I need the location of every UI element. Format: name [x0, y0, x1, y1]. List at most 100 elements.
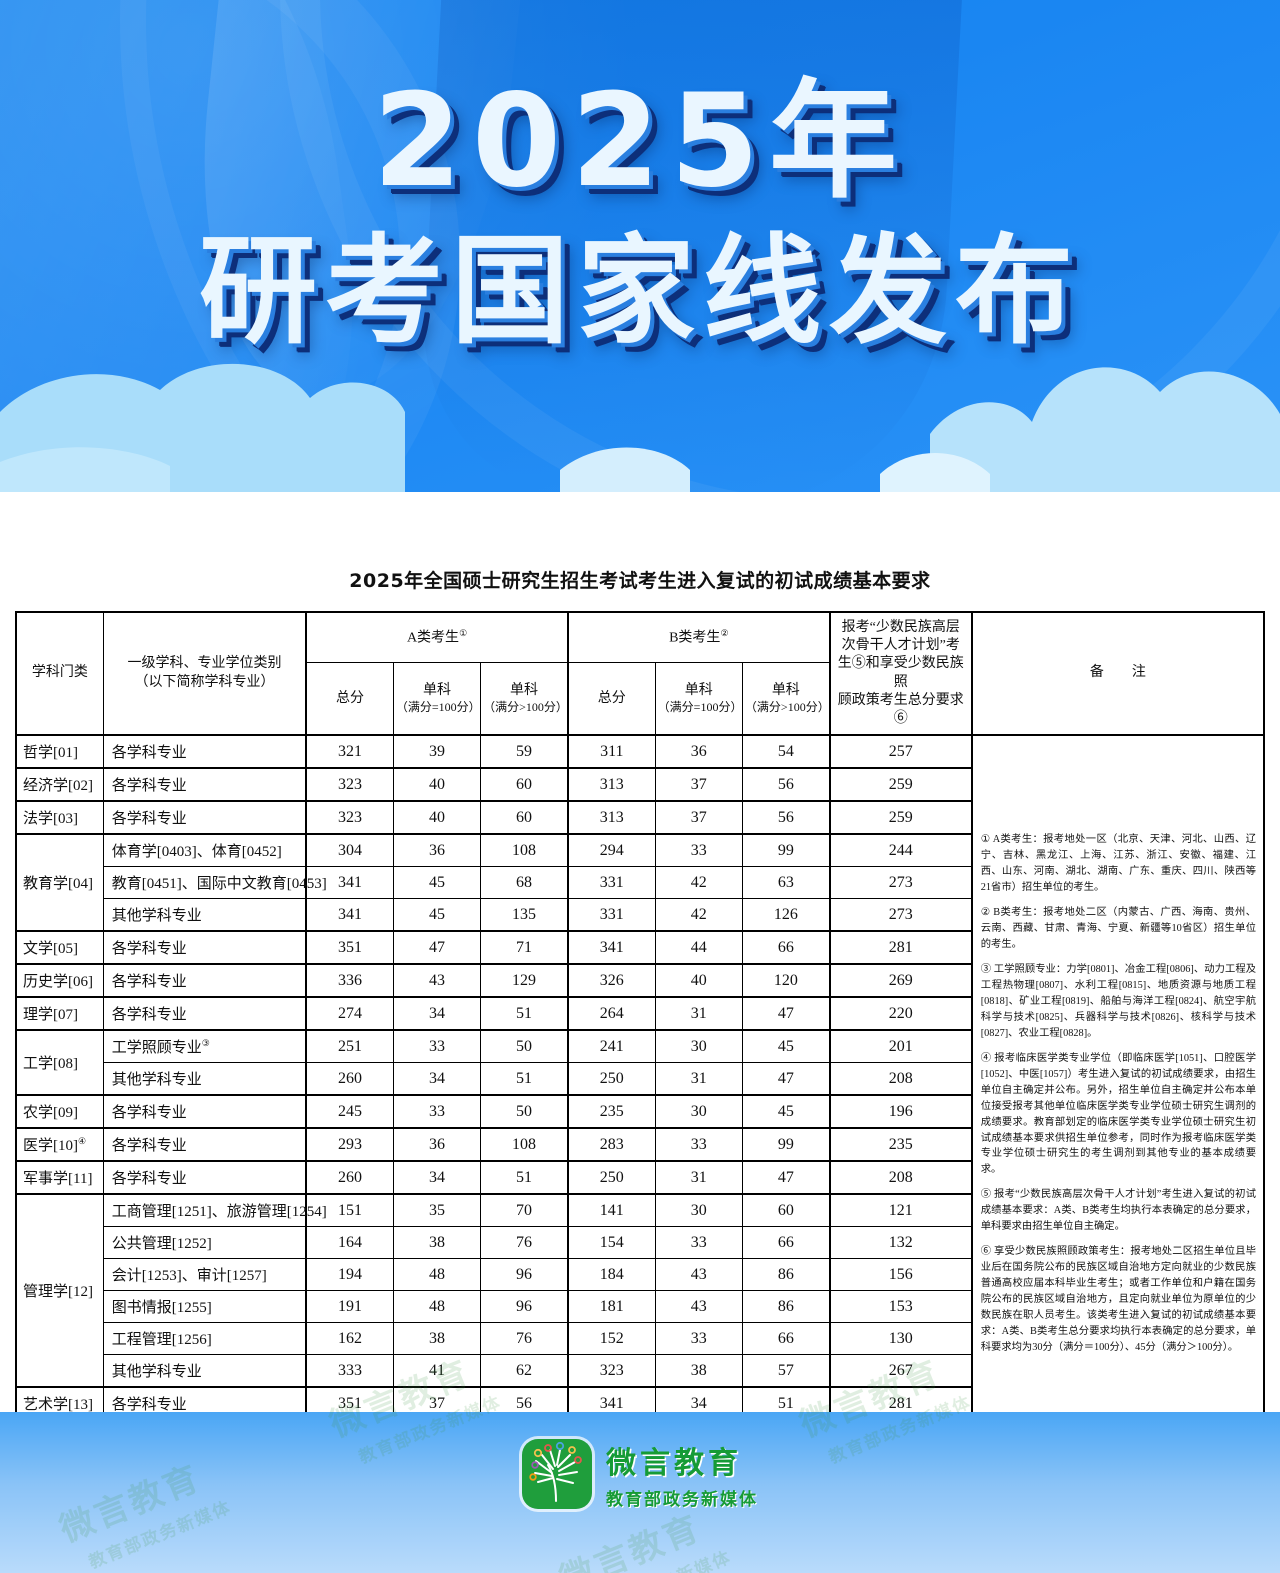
cell-category: 文学[05]: [15, 930, 104, 965]
table-row: 教育[0451]、国际中文教育[0453] 341 45 68 331 42 63 273: [16, 866, 1264, 900]
table-row: 军事学[11] 各学科专业 260 34 51 250 31 47 208: [15, 1160, 1264, 1195]
cell-b-single-gt: 47: [741, 1160, 831, 1195]
cell-b-total: 283: [567, 1127, 656, 1162]
cell-b-single-gt: 60: [741, 1193, 831, 1228]
cell-a-single-eq: 40: [392, 800, 482, 835]
cell-a-single-gt: 108: [480, 1127, 569, 1162]
table-header: 学科门类 一级学科、专业学位类别 （以下简称学科专业） A类考生① B类考生② …: [15, 611, 1265, 736]
cell-major: 各学科专业: [102, 1127, 308, 1162]
cell-a-single-eq: 45: [392, 898, 482, 932]
header-remarks: 备 注: [971, 611, 1265, 736]
cell-category: 工学[08]: [15, 1029, 104, 1096]
remark-item: ② B类考生：报考地处二区（内蒙古、广西、海南、贵州、云南、西藏、甘肃、青海、宁…: [980, 907, 1256, 951]
cell-a-total: 164: [305, 1226, 394, 1260]
cell-b-single-eq: 30: [654, 1029, 743, 1064]
cell-a-single-eq: 48: [392, 1290, 482, 1324]
header-b-single-gt-l2: （满分>100分）: [744, 700, 830, 715]
cell-minority-total: 244: [829, 833, 973, 868]
cell-b-single-eq: 36: [654, 734, 743, 769]
cell-a-total: 194: [305, 1258, 394, 1292]
cell-b-single-eq: 43: [654, 1258, 743, 1292]
header-minority-line4: 顾政策考生总分要求⑥: [837, 692, 964, 726]
cell-b-total: 331: [567, 898, 656, 932]
cell-minority-total: 220: [829, 996, 973, 1031]
cell-b-total: 313: [567, 767, 656, 802]
cell-b-total: 241: [567, 1029, 656, 1064]
header-a-single-eq-l2: （满分=100分）: [395, 700, 481, 715]
cell-b-single-eq: 40: [654, 963, 743, 998]
cell-b-single-eq: 31: [654, 1160, 743, 1195]
cell-b-total: 264: [567, 996, 656, 1031]
remark-item: ① A类考生：报考地处一区（北京、天津、河北、山西、辽宁、吉林、黑龙江、上海、江…: [980, 834, 1256, 894]
cell-b-total: 326: [567, 963, 656, 998]
cell-b-single-eq: 37: [654, 767, 743, 802]
cell-a-single-eq: 38: [392, 1226, 482, 1260]
cell-category: 教育学[04]: [15, 833, 104, 932]
cell-b-total: 341: [567, 930, 656, 965]
cell-a-single-gt: 59: [480, 734, 569, 769]
header-minority-plan: 报考“少数民族高层 次骨干人才计划”考 生⑤和享受少数民族照 顾政策考生总分要求…: [829, 611, 973, 736]
banner-title-year: 2025年: [372, 67, 908, 216]
cell-minority-total: 196: [829, 1094, 973, 1129]
cell-b-single-gt: 120: [741, 963, 831, 998]
cell-minority-total: 267: [829, 1354, 973, 1388]
cell-a-total: 260: [305, 1160, 394, 1195]
cell-major: 公共管理[1252]: [102, 1226, 308, 1260]
cell-b-total: 181: [567, 1290, 656, 1324]
cell-a-total: 251: [305, 1029, 394, 1064]
cell-a-total: 191: [305, 1290, 394, 1324]
cell-major: 工学照顾专业③: [102, 1029, 308, 1064]
cell-major: 各学科专业: [102, 1094, 308, 1129]
cell-b-single-gt: 45: [741, 1094, 831, 1129]
cell-b-single-gt: 86: [741, 1290, 831, 1324]
cell-a-total: 323: [305, 767, 394, 802]
header-group-a: A类考生①: [305, 611, 569, 664]
cell-a-single-eq: 36: [392, 1127, 482, 1162]
cell-b-single-gt: 126: [741, 898, 831, 932]
cell-b-single-eq: 44: [654, 930, 743, 965]
page-title: 2025年全国硕士研究生招生考试考生进入复试的初试成绩基本要求: [349, 570, 931, 592]
cell-major: 其他学科专业: [102, 898, 308, 932]
cell-major: 图书情报[1255]: [102, 1290, 308, 1324]
cell-remarks: ① A类考生：报考地处一区（北京、天津、河北、山西、辽宁、吉林、黑龙江、上海、江…: [971, 734, 1265, 1454]
header-major-line1: 一级学科、专业学位类别: [127, 656, 282, 672]
cell-a-single-eq: 38: [392, 1322, 482, 1356]
cell-a-single-gt: 50: [480, 1094, 569, 1129]
cell-a-single-eq: 35: [392, 1193, 482, 1228]
header-b-single-gt-l1: 单科: [771, 682, 800, 698]
cell-b-single-eq: 31: [654, 1062, 743, 1096]
table-row: 经济学[02] 各学科专业 323 40 60 313 37 56 259: [15, 767, 1264, 802]
cell-a-total: 323: [305, 800, 394, 835]
cell-major: 各学科专业: [102, 800, 308, 835]
remark-item: ⑤ 报考“少数民族高层次骨干人才计划”考生进入复试的初试成绩基本要求：A类、B类…: [980, 1189, 1256, 1233]
cell-a-single-gt: 62: [480, 1354, 569, 1388]
cell-a-single-eq: 48: [392, 1258, 482, 1292]
note-ref: ④: [78, 1136, 87, 1147]
header-group-b: B类考生②: [567, 611, 831, 664]
cell-minority-total: 259: [829, 800, 973, 835]
cell-b-single-eq: 33: [654, 1322, 743, 1356]
cell-a-single-gt: 76: [480, 1322, 569, 1356]
header-b-single-eq-l2: （满分=100分）: [657, 700, 743, 715]
table-row: 文学[05] 各学科专业 351 47 71 341 44 66 281: [15, 930, 1264, 965]
header-major: 一级学科、专业学位类别 （以下简称学科专业）: [102, 611, 308, 736]
cell-minority-total: 281: [829, 930, 973, 965]
cell-minority-total: 273: [829, 866, 973, 900]
cell-major: 工程管理[1256]: [102, 1322, 308, 1356]
cell-category: 法学[03]: [15, 800, 104, 835]
header-a-single-eq-l1: 单科: [423, 682, 452, 698]
header-a-single-gt-l2: （满分>100分）: [483, 700, 568, 715]
table-body: 哲学[01] 各学科专业 321 39 59 311 36 54 257 ① A类考生：报考地处一…: [15, 734, 1265, 1454]
header-minority-line3: 生⑤和享受少数民族照: [837, 656, 964, 690]
cell-major: 会计[1253]、审计[1257]: [102, 1258, 308, 1292]
cell-b-single-gt: 66: [741, 930, 831, 965]
footer-logo-title: 微言教育: [606, 1446, 742, 1481]
cell-major: 各学科专业: [102, 1160, 308, 1195]
cell-a-single-eq: 36: [392, 833, 482, 868]
cell-minority-total: 269: [829, 963, 973, 998]
cell-a-single-gt: 51: [480, 996, 569, 1031]
document-body: 微言教育 教育部政务新媒体 微言教育 教育部政务新媒体 微言教育 教育部政务新媒…: [0, 512, 1280, 1573]
score-requirements-table: 学科门类 一级学科、专业学位类别 （以下简称学科专业） A类考生① B类考生 ② …: [15, 611, 1265, 1455]
cell-major: 各学科专业: [102, 734, 308, 769]
cell-a-total: 245: [305, 1094, 394, 1129]
